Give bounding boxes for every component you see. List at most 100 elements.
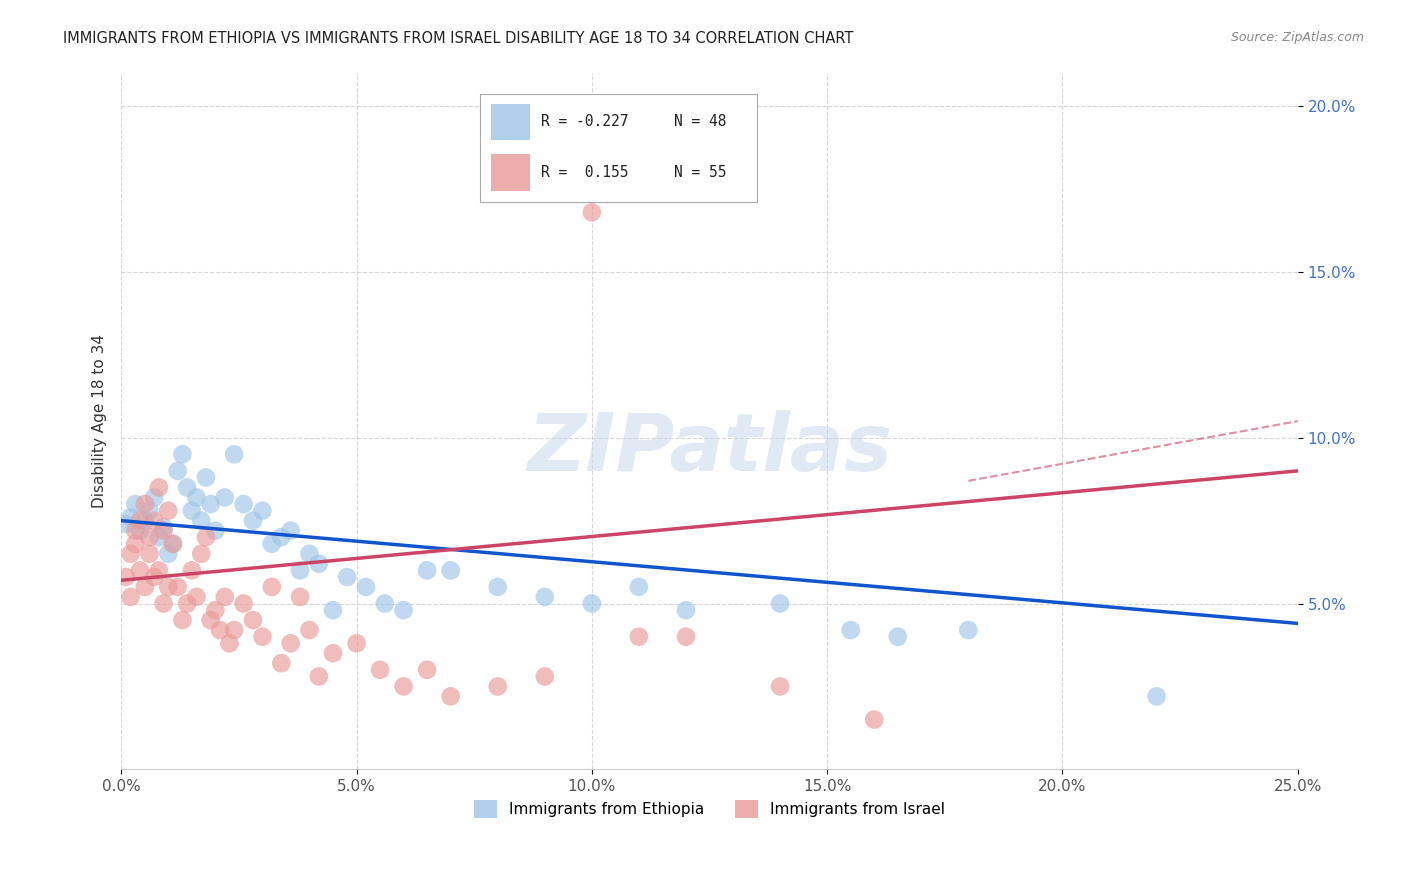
Point bbox=[218, 636, 240, 650]
Point bbox=[200, 613, 222, 627]
Point bbox=[581, 597, 603, 611]
Point bbox=[627, 580, 650, 594]
Point bbox=[148, 530, 170, 544]
Point bbox=[162, 537, 184, 551]
Point bbox=[204, 524, 226, 538]
Point bbox=[392, 603, 415, 617]
Point bbox=[298, 623, 321, 637]
Point bbox=[322, 603, 344, 617]
Point bbox=[252, 630, 274, 644]
Point bbox=[129, 524, 152, 538]
Point bbox=[288, 563, 311, 577]
Point bbox=[887, 630, 910, 644]
Point bbox=[176, 480, 198, 494]
Point bbox=[143, 570, 166, 584]
Point bbox=[242, 613, 264, 627]
Point bbox=[252, 503, 274, 517]
Point bbox=[374, 597, 396, 611]
Point bbox=[120, 547, 142, 561]
Point bbox=[354, 580, 377, 594]
Point bbox=[486, 680, 509, 694]
Point bbox=[957, 623, 980, 637]
Point bbox=[675, 603, 697, 617]
Point bbox=[180, 503, 202, 517]
Point bbox=[180, 563, 202, 577]
Point bbox=[194, 530, 217, 544]
Point bbox=[200, 497, 222, 511]
Point bbox=[392, 680, 415, 694]
Point bbox=[194, 470, 217, 484]
Point bbox=[134, 580, 156, 594]
Point bbox=[839, 623, 862, 637]
Point bbox=[115, 516, 138, 531]
Point bbox=[152, 597, 174, 611]
Point bbox=[138, 530, 160, 544]
Point bbox=[298, 547, 321, 561]
Point bbox=[134, 497, 156, 511]
Point bbox=[270, 656, 292, 670]
Point bbox=[186, 590, 208, 604]
Point bbox=[346, 636, 368, 650]
Point bbox=[143, 514, 166, 528]
Point bbox=[204, 603, 226, 617]
Point bbox=[134, 514, 156, 528]
Point bbox=[288, 590, 311, 604]
Point bbox=[172, 613, 194, 627]
Point bbox=[129, 514, 152, 528]
Point bbox=[166, 464, 188, 478]
Point bbox=[675, 630, 697, 644]
Point bbox=[186, 491, 208, 505]
Point bbox=[260, 580, 283, 594]
Y-axis label: Disability Age 18 to 34: Disability Age 18 to 34 bbox=[93, 334, 107, 508]
Point bbox=[190, 547, 212, 561]
Point bbox=[533, 590, 555, 604]
Point bbox=[224, 447, 246, 461]
Point bbox=[769, 680, 792, 694]
Point bbox=[166, 580, 188, 594]
Point bbox=[416, 563, 439, 577]
Point bbox=[627, 630, 650, 644]
Point bbox=[440, 563, 463, 577]
Point bbox=[124, 497, 146, 511]
Point bbox=[416, 663, 439, 677]
Point bbox=[124, 537, 146, 551]
Point bbox=[308, 557, 330, 571]
Point bbox=[162, 537, 184, 551]
Point bbox=[232, 597, 254, 611]
Point bbox=[232, 497, 254, 511]
Text: ZIPatlas: ZIPatlas bbox=[527, 410, 891, 488]
Point bbox=[190, 514, 212, 528]
Point bbox=[120, 510, 142, 524]
Point bbox=[863, 713, 886, 727]
Point bbox=[157, 547, 180, 561]
Point bbox=[172, 447, 194, 461]
Point bbox=[214, 590, 236, 604]
Point bbox=[138, 547, 160, 561]
Point bbox=[486, 580, 509, 594]
Point bbox=[148, 480, 170, 494]
Point bbox=[138, 503, 160, 517]
Legend: Immigrants from Ethiopia, Immigrants from Israel: Immigrants from Ethiopia, Immigrants fro… bbox=[468, 794, 950, 824]
Point bbox=[152, 520, 174, 534]
Point bbox=[270, 530, 292, 544]
Point bbox=[152, 524, 174, 538]
Point bbox=[336, 570, 359, 584]
Point bbox=[120, 590, 142, 604]
Point bbox=[143, 491, 166, 505]
Point bbox=[280, 524, 302, 538]
Point bbox=[440, 690, 463, 704]
Point bbox=[157, 580, 180, 594]
Point bbox=[280, 636, 302, 650]
Point bbox=[581, 205, 603, 219]
Point bbox=[115, 570, 138, 584]
Point bbox=[214, 491, 236, 505]
Point bbox=[129, 563, 152, 577]
Point bbox=[176, 597, 198, 611]
Text: Source: ZipAtlas.com: Source: ZipAtlas.com bbox=[1230, 31, 1364, 45]
Point bbox=[533, 669, 555, 683]
Text: IMMIGRANTS FROM ETHIOPIA VS IMMIGRANTS FROM ISRAEL DISABILITY AGE 18 TO 34 CORRE: IMMIGRANTS FROM ETHIOPIA VS IMMIGRANTS F… bbox=[63, 31, 853, 46]
Point bbox=[242, 514, 264, 528]
Point bbox=[148, 563, 170, 577]
Point bbox=[308, 669, 330, 683]
Point bbox=[322, 646, 344, 660]
